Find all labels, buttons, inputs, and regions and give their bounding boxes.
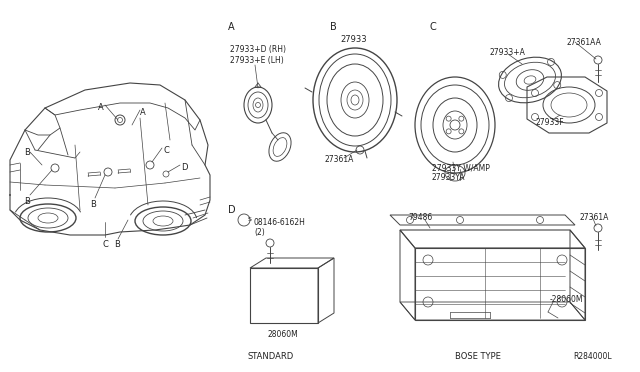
Text: 08146-6162H: 08146-6162H: [254, 218, 306, 227]
Text: 27933+E (LH): 27933+E (LH): [230, 56, 284, 65]
Text: 27933+D (RH): 27933+D (RH): [230, 45, 286, 54]
Text: S: S: [248, 217, 252, 222]
Text: B: B: [24, 148, 30, 157]
Text: C: C: [163, 146, 169, 155]
Text: C: C: [430, 22, 436, 32]
Text: STANDARD: STANDARD: [247, 352, 293, 361]
Text: 28060M: 28060M: [268, 330, 299, 339]
Text: B: B: [114, 240, 120, 249]
Text: R284000L: R284000L: [573, 352, 612, 361]
Text: B: B: [90, 200, 96, 209]
Text: 27361A: 27361A: [325, 155, 355, 164]
Text: D: D: [228, 205, 236, 215]
Text: 27361AA: 27361AA: [567, 38, 602, 47]
Text: 27933Y W/AMP: 27933Y W/AMP: [432, 163, 490, 172]
Text: A: A: [228, 22, 235, 32]
Text: D: D: [181, 163, 188, 172]
Text: C: C: [102, 240, 108, 249]
Text: B: B: [330, 22, 337, 32]
Text: (2): (2): [254, 228, 265, 237]
Text: 27361A: 27361A: [580, 213, 609, 222]
Text: B: B: [24, 197, 30, 206]
Text: BOSE TYPE: BOSE TYPE: [455, 352, 501, 361]
Text: -28060M: -28060M: [550, 295, 584, 304]
Text: A: A: [140, 108, 146, 117]
Text: 79486: 79486: [408, 213, 432, 222]
Text: A: A: [98, 103, 104, 112]
Text: 27933+A: 27933+A: [490, 48, 526, 57]
Text: 27933F: 27933F: [536, 118, 564, 127]
Text: 27933YA: 27933YA: [432, 173, 465, 182]
Text: 27933: 27933: [340, 35, 367, 44]
